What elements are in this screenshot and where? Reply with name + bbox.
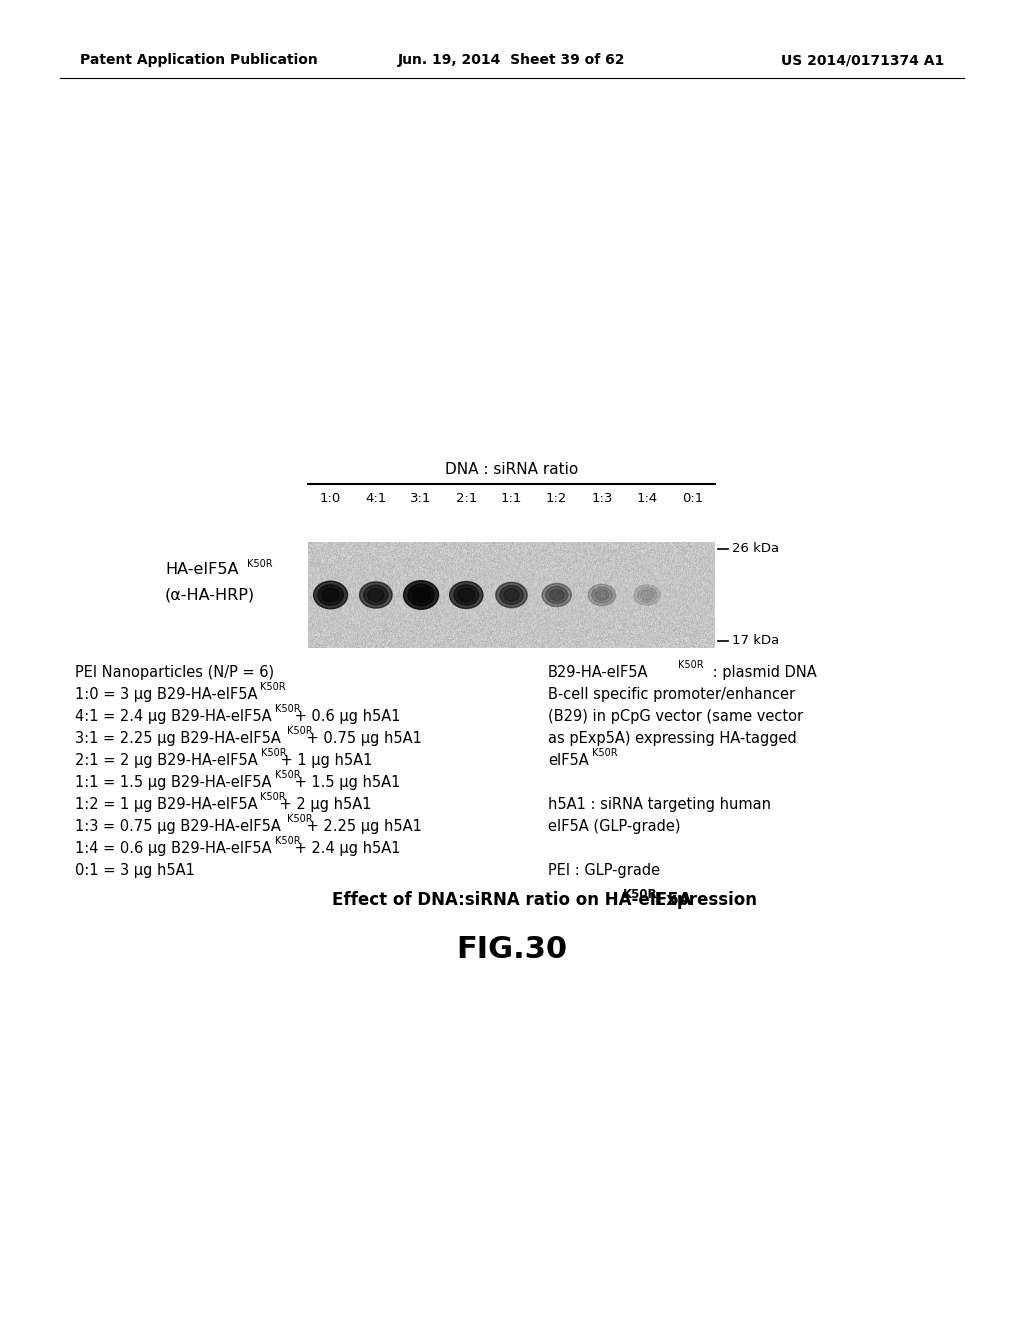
Ellipse shape (550, 589, 564, 601)
Text: : plasmid DNA: : plasmid DNA (708, 665, 817, 680)
Ellipse shape (408, 585, 434, 606)
Text: K50R: K50R (247, 558, 272, 569)
Text: 0:1: 0:1 (682, 491, 703, 504)
Text: HA-eIF5A: HA-eIF5A (165, 562, 239, 578)
Ellipse shape (454, 585, 479, 605)
Ellipse shape (403, 581, 438, 610)
Text: + 0.6 μg h5A1: + 0.6 μg h5A1 (290, 709, 400, 723)
Text: + 0.75 μg h5A1: + 0.75 μg h5A1 (302, 731, 422, 746)
Text: K50R: K50R (678, 660, 703, 671)
Text: 1:1 = 1.5 μg B29-HA-eIF5A: 1:1 = 1.5 μg B29-HA-eIF5A (75, 775, 271, 789)
Text: 17 kDa: 17 kDa (732, 635, 779, 648)
Text: 3:1: 3:1 (411, 491, 432, 504)
Text: PEI Nanoparticles (N/P = 6): PEI Nanoparticles (N/P = 6) (75, 665, 274, 680)
Text: B29-HA-eIF5A: B29-HA-eIF5A (548, 665, 648, 680)
Text: 0:1 = 3 μg h5A1: 0:1 = 3 μg h5A1 (75, 863, 195, 878)
Text: 1:3: 1:3 (591, 491, 612, 504)
Text: US 2014/0171374 A1: US 2014/0171374 A1 (780, 53, 944, 67)
Ellipse shape (542, 583, 571, 607)
Text: DNA : siRNA ratio: DNA : siRNA ratio (444, 462, 579, 478)
Text: + 2 μg h5A1: + 2 μg h5A1 (274, 797, 371, 812)
Ellipse shape (368, 589, 384, 602)
Ellipse shape (504, 589, 519, 602)
Ellipse shape (364, 585, 388, 605)
Text: K50R: K50R (275, 836, 301, 846)
Ellipse shape (588, 585, 615, 606)
Text: eIF5A: eIF5A (548, 752, 589, 768)
Text: 1:2 = 1 μg B29-HA-eIF5A: 1:2 = 1 μg B29-HA-eIF5A (75, 797, 258, 812)
Text: K50R: K50R (623, 887, 657, 900)
Ellipse shape (359, 582, 392, 609)
Text: K50R: K50R (260, 682, 286, 692)
Text: (B29) in pCpG vector (same vector: (B29) in pCpG vector (same vector (548, 709, 803, 723)
Text: K50R: K50R (592, 748, 617, 758)
Text: K50R: K50R (287, 726, 312, 737)
Ellipse shape (496, 582, 527, 607)
Ellipse shape (458, 589, 474, 602)
Text: (α-HA-HRP): (α-HA-HRP) (165, 587, 255, 602)
Text: FIG.30: FIG.30 (457, 936, 567, 965)
Text: 1:1: 1:1 (501, 491, 522, 504)
Text: 1:2: 1:2 (546, 491, 567, 504)
Text: K50R: K50R (275, 770, 301, 780)
Text: + 2.25 μg h5A1: + 2.25 μg h5A1 (302, 818, 422, 834)
Text: 1:0: 1:0 (319, 491, 341, 504)
Ellipse shape (450, 582, 483, 609)
Text: Expression: Expression (649, 891, 758, 909)
Text: 1:0 = 3 μg B29-HA-eIF5A: 1:0 = 3 μg B29-HA-eIF5A (75, 686, 257, 702)
Ellipse shape (592, 587, 612, 603)
Ellipse shape (637, 587, 657, 603)
Text: K50R: K50R (275, 704, 301, 714)
Text: 4:1: 4:1 (366, 491, 386, 504)
Text: as pExp5A) expressing HA-tagged: as pExp5A) expressing HA-tagged (548, 731, 797, 746)
Text: eIF5A (GLP-grade): eIF5A (GLP-grade) (548, 818, 681, 834)
Text: 1:4 = 0.6 μg B29-HA-eIF5A: 1:4 = 0.6 μg B29-HA-eIF5A (75, 841, 271, 855)
Ellipse shape (323, 589, 339, 602)
Text: B-cell specific promoter/enhancer: B-cell specific promoter/enhancer (548, 686, 795, 702)
Ellipse shape (317, 585, 343, 606)
Text: 2:1: 2:1 (456, 491, 477, 504)
Text: 1:4: 1:4 (637, 491, 657, 504)
Text: K50R: K50R (261, 748, 287, 758)
Text: Patent Application Publication: Patent Application Publication (80, 53, 317, 67)
Ellipse shape (634, 585, 660, 606)
Text: 26 kDa: 26 kDa (732, 543, 779, 556)
Text: PEI : GLP-grade: PEI : GLP-grade (548, 863, 660, 878)
Text: 4:1 = 2.4 μg B29-HA-eIF5A: 4:1 = 2.4 μg B29-HA-eIF5A (75, 709, 271, 723)
Text: K50R: K50R (260, 792, 286, 803)
Ellipse shape (413, 587, 430, 602)
Text: Jun. 19, 2014  Sheet 39 of 62: Jun. 19, 2014 Sheet 39 of 62 (398, 53, 626, 67)
Ellipse shape (641, 590, 653, 601)
Ellipse shape (313, 581, 347, 609)
Text: 3:1 = 2.25 μg B29-HA-eIF5A: 3:1 = 2.25 μg B29-HA-eIF5A (75, 731, 281, 746)
Text: + 1 μg h5A1: + 1 μg h5A1 (275, 752, 372, 768)
Text: K50R: K50R (287, 814, 312, 824)
Ellipse shape (546, 586, 567, 603)
Text: 1:3 = 0.75 μg B29-HA-eIF5A: 1:3 = 0.75 μg B29-HA-eIF5A (75, 818, 281, 834)
Text: 2:1 = 2 μg B29-HA-eIF5A: 2:1 = 2 μg B29-HA-eIF5A (75, 752, 258, 768)
Text: Effect of DNA:siRNA ratio on HA-eIF5A: Effect of DNA:siRNA ratio on HA-eIF5A (332, 891, 692, 909)
Text: + 2.4 μg h5A1: + 2.4 μg h5A1 (290, 841, 400, 855)
Text: h5A1 : siRNA targeting human: h5A1 : siRNA targeting human (548, 797, 771, 812)
Ellipse shape (500, 586, 523, 605)
Ellipse shape (595, 590, 609, 601)
Text: + 1.5 μg h5A1: + 1.5 μg h5A1 (290, 775, 400, 789)
